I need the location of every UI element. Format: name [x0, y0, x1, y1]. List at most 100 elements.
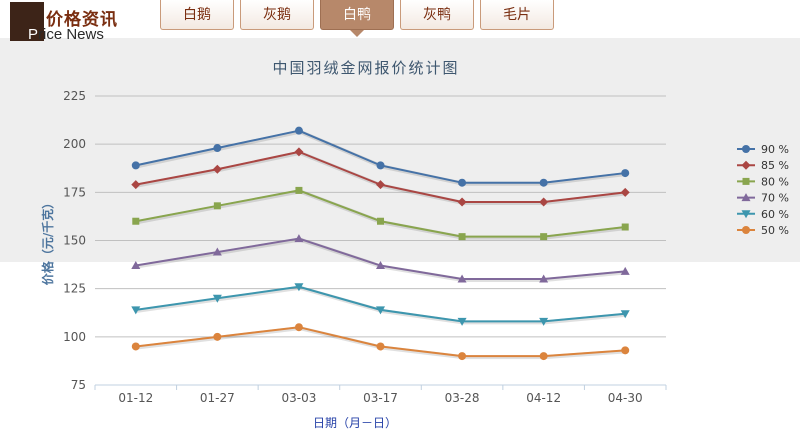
y-tick-label: 225 — [63, 89, 86, 103]
x-tick-label: 01-12 — [118, 391, 153, 405]
legend-item[interactable]: 60 % — [737, 208, 789, 221]
series-line — [135, 237, 626, 281]
data-point — [458, 352, 467, 361]
legend-item[interactable]: 70 % — [737, 192, 789, 205]
tab-gray-goose[interactable]: 灰鹅 — [240, 0, 314, 30]
x-tick-label: 01-27 — [200, 391, 235, 405]
legend-label: 80 % — [761, 175, 789, 188]
data-point — [539, 178, 548, 187]
brand-logo: 价格资讯 Price News — [10, 2, 150, 43]
data-point — [212, 294, 222, 303]
data-point — [620, 187, 630, 197]
brand-subtitle-initial: P — [28, 26, 39, 43]
legend-label: 60 % — [761, 208, 789, 221]
brand-title: 价格资讯 — [46, 10, 118, 30]
series-line-shadow — [136, 150, 627, 205]
series-line — [135, 326, 626, 358]
data-point — [213, 144, 222, 153]
data-point — [620, 266, 630, 275]
data-point — [294, 283, 304, 292]
grid-layer — [95, 95, 666, 338]
legend-item[interactable]: 80 % — [737, 175, 789, 188]
data-point — [132, 217, 140, 225]
data-point — [621, 223, 629, 231]
legend-marker — [742, 145, 750, 153]
chart-title: 中国羽绒金网报价统计图 — [272, 59, 459, 77]
legend-marker — [742, 226, 750, 234]
series-line — [135, 150, 626, 203]
series-line-shadow — [136, 237, 627, 283]
series-4 — [131, 234, 630, 283]
series-line — [135, 129, 626, 184]
data-point — [539, 197, 549, 207]
legend-label: 90 % — [761, 143, 789, 156]
x-tick-label: 03-17 — [363, 391, 398, 405]
tab-gray-duck[interactable]: 灰鸭 — [400, 0, 474, 30]
legend-marker — [741, 193, 751, 202]
legend-label: 85 % — [761, 159, 789, 172]
data-point — [621, 346, 630, 355]
legend-item[interactable]: 50 % — [737, 224, 789, 237]
data-point — [457, 197, 467, 207]
data-point — [131, 261, 141, 270]
data-point — [458, 178, 467, 187]
axis-layer: 75 100 125 150 175 200 225 01-12 01-27 03-03 03-17… — [63, 89, 667, 405]
series-line-shadow — [136, 189, 627, 240]
data-point — [131, 342, 140, 351]
data-point — [294, 323, 303, 332]
legend-item[interactable]: 85 % — [737, 159, 789, 172]
x-tick-label: 04-12 — [526, 391, 561, 405]
data-point — [376, 180, 385, 190]
legend-marker — [741, 210, 751, 219]
y-axis-label: 价格（元/千克） — [40, 197, 55, 285]
data-point — [212, 164, 222, 174]
x-axis-label: 日期（月－日） — [313, 416, 397, 430]
brand-subtitle-rest: rice News — [38, 26, 104, 43]
series-1 — [131, 126, 630, 187]
series-line — [135, 285, 626, 323]
series-5 — [131, 283, 630, 326]
legend-item[interactable]: 90 % — [737, 143, 789, 156]
x-tick-label: 03-28 — [445, 391, 480, 405]
series-3 — [132, 186, 629, 241]
data-point — [212, 247, 222, 256]
tab-white-duck[interactable]: 白鸭 — [320, 0, 394, 30]
tab-feather-down[interactable]: 毛片 — [480, 0, 554, 30]
y-tick-label: 75 — [71, 378, 86, 392]
data-point — [539, 317, 549, 326]
brand-dark-block — [10, 2, 44, 41]
series-line-shadow — [136, 285, 627, 325]
series-2 — [131, 147, 630, 207]
data-point — [457, 317, 467, 326]
y-tick-label: 200 — [63, 137, 86, 151]
data-point — [213, 332, 222, 341]
data-point — [294, 234, 304, 243]
legend[interactable]: 90 % 85 % 80 % 70 % 60 % 50 % — [737, 143, 789, 237]
data-point — [294, 126, 303, 135]
data-point — [376, 342, 385, 351]
y-tick-label: 150 — [63, 234, 86, 248]
legend-marker — [742, 177, 750, 185]
y-tick-label: 175 — [63, 185, 86, 199]
series-6 — [131, 323, 630, 361]
data-point — [377, 217, 384, 225]
data-point — [457, 274, 467, 283]
legend-marker — [741, 160, 751, 170]
series-line — [135, 189, 626, 238]
x-tick-label: 03-03 — [281, 391, 316, 405]
data-point — [213, 202, 221, 210]
data-point — [294, 147, 304, 157]
data-point — [620, 310, 630, 319]
data-point — [458, 233, 466, 241]
legend-label: 50 % — [761, 224, 789, 237]
tab-white-goose[interactable]: 白鹅 — [160, 0, 234, 30]
data-point — [539, 352, 548, 361]
data-point — [376, 161, 385, 170]
series-layer — [131, 126, 630, 361]
y-tick-label: 125 — [63, 282, 86, 296]
data-point — [376, 306, 385, 315]
active-tab-pointer — [350, 30, 364, 37]
data-point — [131, 180, 141, 190]
x-tick-label: 04-30 — [608, 391, 643, 405]
data-point — [295, 186, 303, 194]
